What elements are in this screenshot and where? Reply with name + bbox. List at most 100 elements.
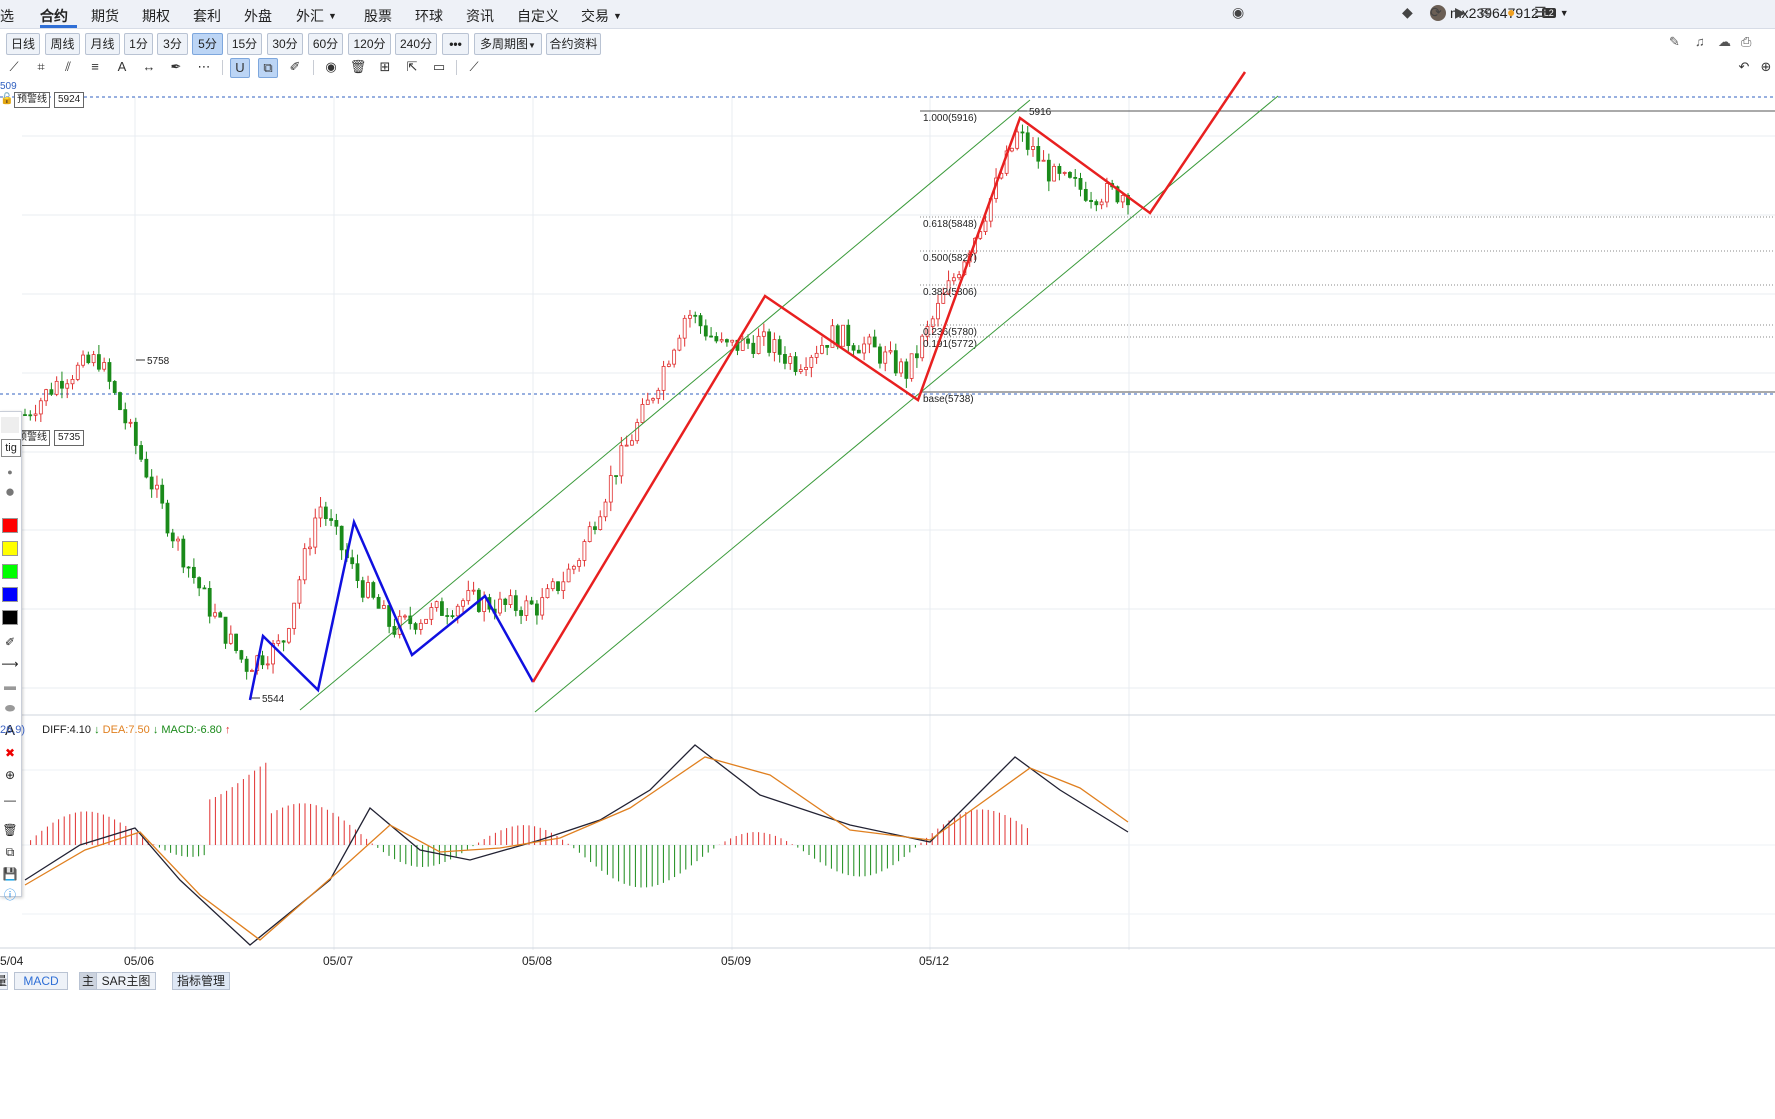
- candle-body: [1052, 165, 1057, 182]
- trash-icon[interactable]: 🗑: [349, 59, 367, 74]
- candle-body: [207, 588, 212, 617]
- level-badge: L2: [1541, 8, 1556, 18]
- nav-item-forex[interactable]: 外汇 ▼: [296, 6, 337, 26]
- comment-icon[interactable]: ▭: [432, 59, 446, 74]
- candle-body: [582, 541, 587, 561]
- nav-item-contracts[interactable]: 合约: [40, 8, 68, 24]
- undo-icon[interactable]: ↶: [1738, 59, 1750, 74]
- fib-tool-icon[interactable]: ≡: [91, 59, 99, 74]
- candle-body: [445, 615, 450, 617]
- nav-item-custom[interactable]: 自定义: [517, 8, 559, 24]
- alert-line-upper[interactable]: 🔓 预警线 5924: [0, 92, 85, 108]
- period-monthly[interactable]: 月线: [85, 33, 120, 55]
- eraser-icon[interactable]: ✐: [4, 635, 16, 649]
- candle-body: [899, 361, 903, 374]
- nav-item-futures[interactable]: 期货: [91, 8, 119, 24]
- nav-item-watchlist[interactable]: 选: [0, 8, 14, 24]
- color-swatch-green[interactable]: [2, 564, 18, 579]
- candle-body: [767, 331, 772, 353]
- more-periods-button[interactable]: •••: [442, 33, 469, 55]
- period-1min[interactable]: 1分: [124, 33, 153, 55]
- period-60min[interactable]: 60分: [308, 33, 343, 55]
- nav-item-news[interactable]: 资讯: [466, 8, 494, 24]
- color-swatch-black[interactable]: [2, 610, 18, 625]
- lock-icon[interactable]: 🔓: [0, 93, 14, 105]
- multi-period-button[interactable]: 多周期图▼: [474, 33, 542, 55]
- nav-item-stocks[interactable]: 股票: [364, 8, 392, 24]
- period-weekly[interactable]: 周线: [45, 33, 80, 55]
- color-swatch-blue[interactable]: [2, 587, 18, 602]
- grid-icon[interactable]: ⊞: [379, 59, 391, 74]
- copy-drawing-icon[interactable]: ⧉: [258, 58, 278, 78]
- refresh-icon[interactable]: ⟳: [1430, 4, 1442, 20]
- minus-icon[interactable]: —: [4, 793, 16, 807]
- measure-tool-icon[interactable]: ↔: [142, 59, 156, 74]
- period-3min[interactable]: 3分: [157, 33, 188, 55]
- close-icon[interactable]: ✖: [4, 746, 16, 760]
- text-a-icon[interactable]: A: [4, 722, 15, 739]
- candle-body: [123, 409, 128, 424]
- zoom-icon[interactable]: ⊕: [4, 768, 16, 782]
- period-30min[interactable]: 30分: [267, 33, 303, 55]
- indicator-manage-button[interactable]: 指标管理: [172, 972, 230, 990]
- arrow-right-icon[interactable]: ⟶: [1, 657, 19, 671]
- candle-body: [914, 353, 919, 359]
- nav-item-foreign-market[interactable]: 外盘: [244, 8, 272, 24]
- video-icon[interactable]: ▶: [1455, 4, 1466, 20]
- small-dot-icon[interactable]: ●: [7, 467, 13, 477]
- trash-icon[interactable]: 🗑: [2, 823, 18, 837]
- robot-icon[interactable]: ◉: [1232, 4, 1245, 20]
- tab-volume[interactable]: 量: [0, 972, 8, 990]
- candle-body: [23, 414, 27, 416]
- print-icon[interactable]: ⎙: [1741, 34, 1752, 49]
- magnet-icon[interactable]: U: [230, 58, 250, 78]
- text-tool-icon[interactable]: A: [117, 59, 127, 74]
- period-240min[interactable]: 240分: [395, 33, 437, 55]
- ruler-icon[interactable]: ⟋: [469, 59, 479, 74]
- mail-icon[interactable]: ✉: [1480, 4, 1492, 20]
- info-icon[interactable]: ⓘ: [3, 888, 16, 902]
- channel-tool-icon[interactable]: ⫽: [65, 59, 71, 74]
- nav-item-arbitrage[interactable]: 套利: [193, 8, 221, 24]
- tab-macd[interactable]: MACD: [14, 972, 68, 990]
- period-5min[interactable]: 5分: [192, 33, 223, 55]
- ellipse-icon[interactable]: ⬬: [4, 701, 16, 715]
- period-120min[interactable]: 120分: [348, 33, 391, 55]
- candle-body: [513, 595, 518, 611]
- eye-icon[interactable]: ◉: [325, 59, 337, 74]
- crop-tool-icon[interactable]: ⌗: [37, 59, 45, 74]
- nav-item-trade[interactable]: 交易 ▼: [581, 6, 622, 26]
- copy-icon[interactable]: ⧉: [5, 845, 15, 859]
- contract-info-button[interactable]: 合约资料: [546, 33, 601, 55]
- nav-item-options[interactable]: 期权: [142, 8, 170, 24]
- text-font-tool[interactable]: tig: [1, 439, 21, 457]
- pen-tool-icon[interactable]: ✒: [170, 59, 182, 74]
- bell-icon[interactable]: ●: [1507, 4, 1516, 20]
- more-tools-icon[interactable]: ⋯: [197, 59, 211, 74]
- large-dot-icon[interactable]: ●: [4, 482, 16, 501]
- export-icon[interactable]: ⇱: [406, 59, 418, 74]
- tab-sar-main[interactable]: SAR主图: [96, 972, 156, 990]
- drawn-annotations: [248, 71, 1279, 713]
- brush-icon[interactable]: ✐: [289, 59, 301, 74]
- blank-swatch[interactable]: [1, 417, 19, 433]
- color-swatch-yellow[interactable]: [2, 541, 18, 556]
- cloud-icon[interactable]: ☁: [1718, 34, 1731, 49]
- zoom-in-icon[interactable]: ⊕: [1760, 59, 1772, 74]
- candle-body: [909, 353, 914, 379]
- user-menu[interactable]: mx239647912 L2 ▼: [1430, 5, 1569, 21]
- alert-tag: 预警线: [14, 430, 50, 446]
- draw-line-tool-icon[interactable]: ⟋: [9, 59, 19, 74]
- save-icon[interactable]: 💾: [2, 867, 18, 881]
- color-swatch-red[interactable]: [2, 518, 18, 533]
- menu-list-icon[interactable]: ☰: [1534, 4, 1547, 20]
- nav-item-global[interactable]: 环球: [415, 8, 443, 24]
- layers-icon[interactable]: ◆: [1402, 4, 1413, 20]
- period-15min[interactable]: 15分: [227, 33, 262, 55]
- bell-outline-icon[interactable]: ♫: [1695, 34, 1705, 49]
- edit-icon[interactable]: ✎: [1669, 34, 1680, 49]
- rectangle-icon[interactable]: ▬: [4, 679, 16, 693]
- period-daily[interactable]: 日线: [6, 33, 40, 55]
- candle-body: [561, 581, 566, 592]
